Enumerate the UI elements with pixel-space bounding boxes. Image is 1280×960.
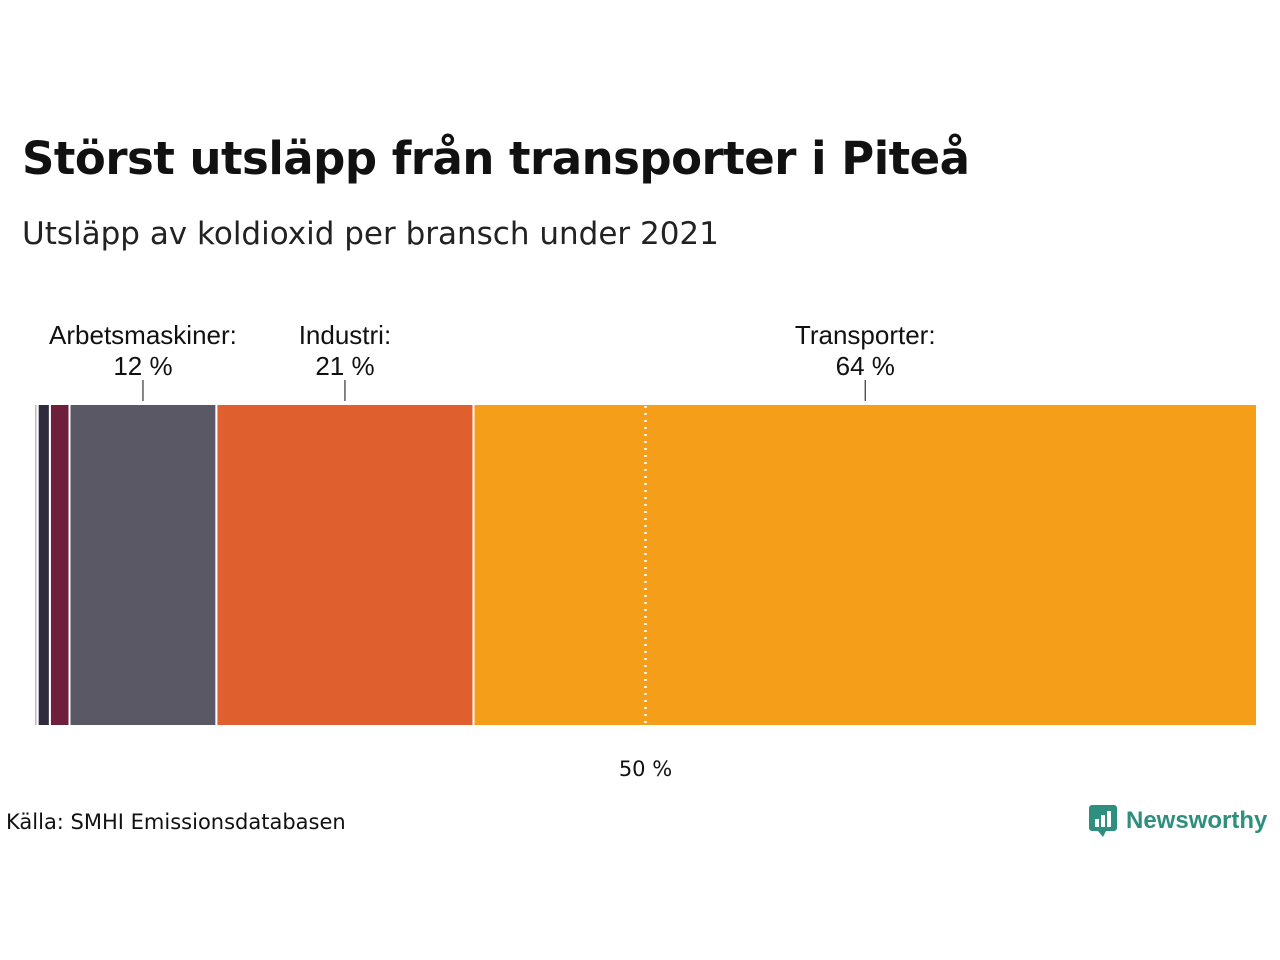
segment-label-name-5: Transporter: xyxy=(795,320,936,350)
stacked-bar-chart: 50 % Arbetsmaskiner:12 % Industri:21 % Tran… xyxy=(33,320,1258,781)
bar-segment-5 xyxy=(472,403,1258,727)
chart-subtitle: Utsläpp av koldioxid per bransch under 2… xyxy=(22,216,719,252)
bar-chart-speech-bubble-icon xyxy=(1089,805,1117,837)
bar-segment-1 xyxy=(36,403,51,727)
bar-segment-2 xyxy=(48,403,71,727)
brand-name: Newsworthy xyxy=(1126,807,1268,834)
reference-line-label: 50 % xyxy=(619,757,672,781)
bar-segment-4 xyxy=(215,403,475,727)
chart-title: Störst utsläpp från transporter i Piteå xyxy=(22,132,970,185)
source-note: Källa: SMHI Emissionsdatabasen xyxy=(6,810,346,834)
brand-logo: Newsworthy xyxy=(1088,804,1267,838)
segment-label-name-4: Industri: xyxy=(299,320,392,350)
segment-label-value-4: 21 % xyxy=(315,351,374,381)
bar-segment-3 xyxy=(68,403,218,727)
segment-label-value-5: 64 % xyxy=(836,351,895,381)
segment-label-name-3: Arbetsmaskiner: xyxy=(49,320,237,350)
segment-label-value-3: 12 % xyxy=(113,351,172,381)
